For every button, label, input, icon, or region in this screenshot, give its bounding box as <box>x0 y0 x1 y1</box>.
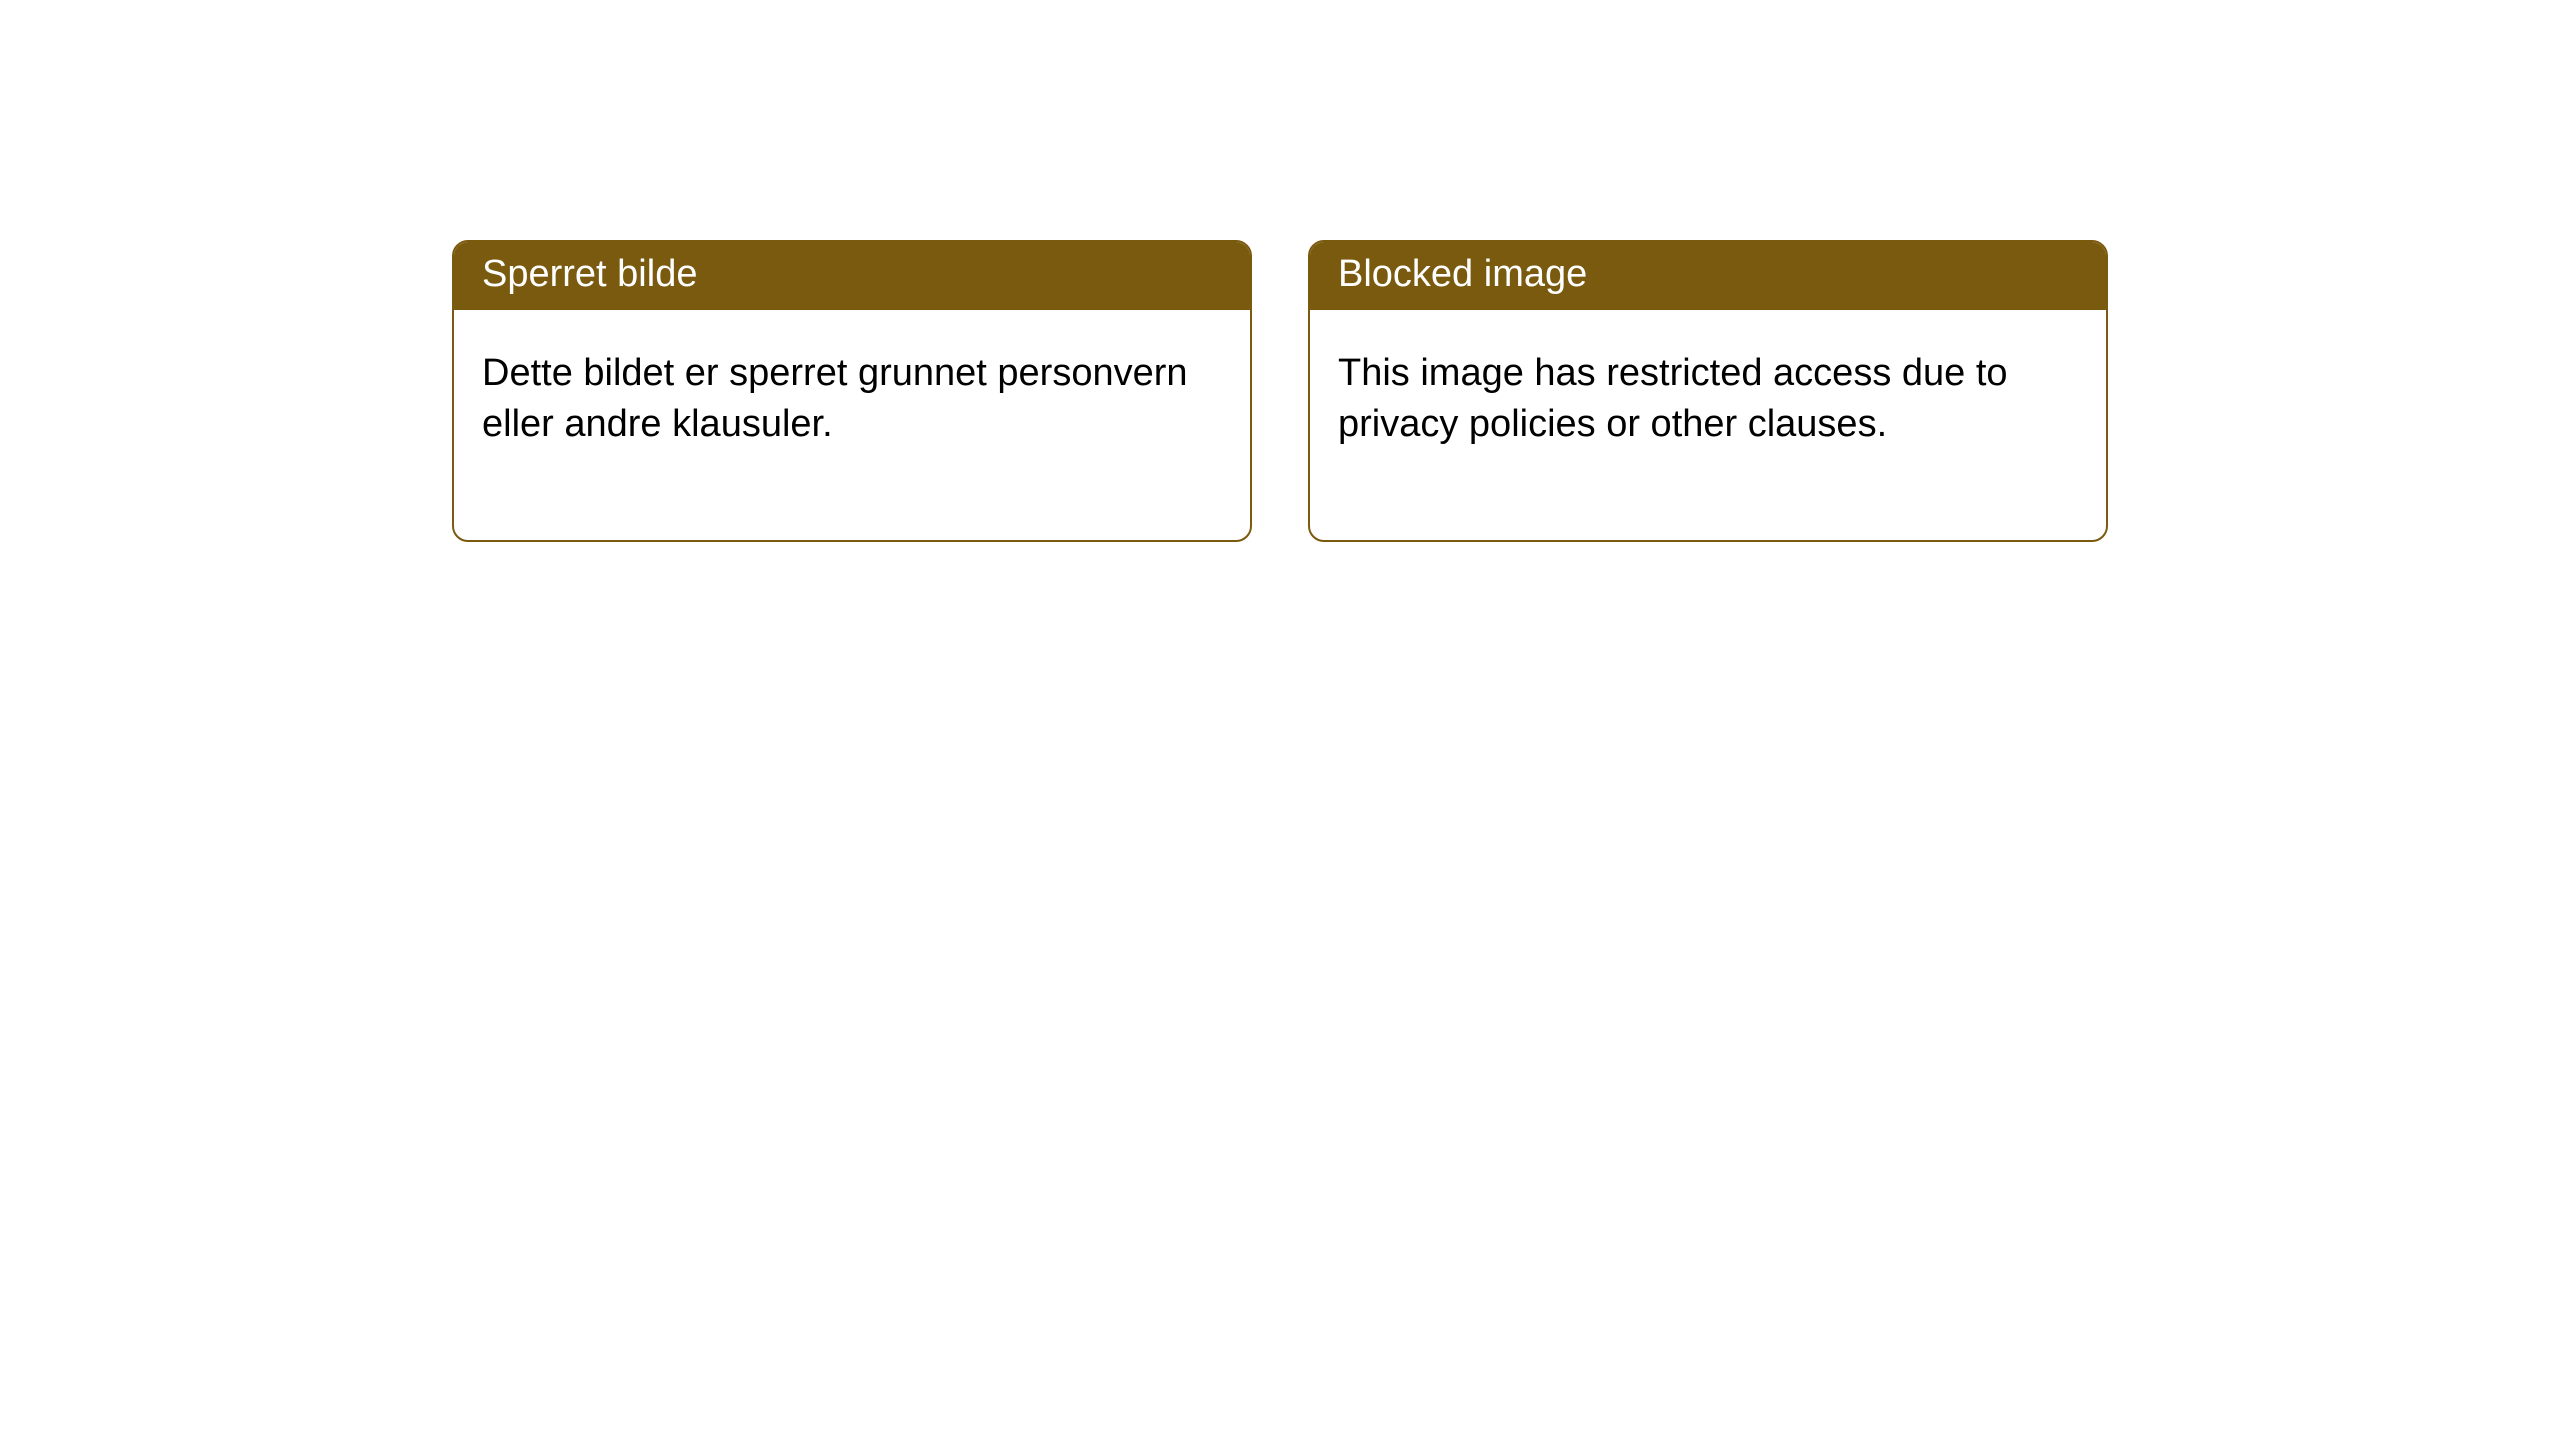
notice-box-norwegian: Sperret bilde Dette bildet er sperret gr… <box>452 240 1252 542</box>
notice-container: Sperret bilde Dette bildet er sperret gr… <box>0 0 2560 542</box>
notice-body-norwegian: Dette bildet er sperret grunnet personve… <box>454 310 1250 541</box>
notice-header-english: Blocked image <box>1310 242 2106 310</box>
notice-box-english: Blocked image This image has restricted … <box>1308 240 2108 542</box>
notice-header-norwegian: Sperret bilde <box>454 242 1250 310</box>
notice-body-english: This image has restricted access due to … <box>1310 310 2106 541</box>
